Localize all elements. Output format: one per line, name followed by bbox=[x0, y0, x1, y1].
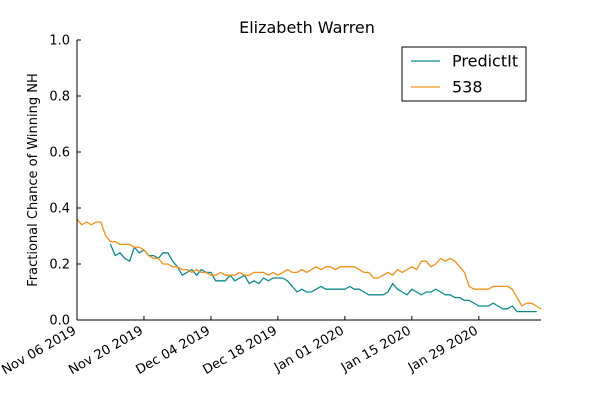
legend-label-predictit: PredictIt bbox=[452, 52, 518, 71]
series-line-fivethirtyeight bbox=[76, 218, 542, 310]
x-tick-label: Jan 29 2020 bbox=[405, 323, 481, 375]
axes-layer bbox=[76, 40, 541, 321]
legend-label-fivethirtyeight: 538 bbox=[452, 78, 483, 97]
series-layer bbox=[76, 218, 542, 313]
y-tick-label: 0.2 bbox=[49, 258, 70, 273]
y-tick-label: 1.0 bbox=[49, 34, 70, 49]
y-tick-label: 0.6 bbox=[49, 146, 70, 161]
x-tick-label: Nov 06 2019 bbox=[0, 323, 79, 378]
y-tick-label: 0.8 bbox=[49, 90, 70, 105]
x-tick-label: Dec 18 2019 bbox=[200, 323, 279, 378]
legend: PredictIt 538 bbox=[401, 46, 527, 102]
x-tick-label: Jan 15 2020 bbox=[338, 323, 414, 375]
legend-box bbox=[401, 46, 527, 102]
series-line-predictit bbox=[109, 243, 537, 313]
x-tick-label: Dec 04 2019 bbox=[134, 323, 213, 378]
y-tick-label: 0.4 bbox=[49, 202, 70, 217]
x-tick-label: Jan 01 2020 bbox=[271, 323, 347, 375]
chart-title: Elizabeth Warren bbox=[239, 18, 375, 37]
y-tick-label: 0.0 bbox=[49, 314, 70, 329]
y-axis-label: Fractional Chance of Winning NH bbox=[26, 73, 41, 286]
x-tick-label: Nov 20 2019 bbox=[66, 323, 146, 378]
